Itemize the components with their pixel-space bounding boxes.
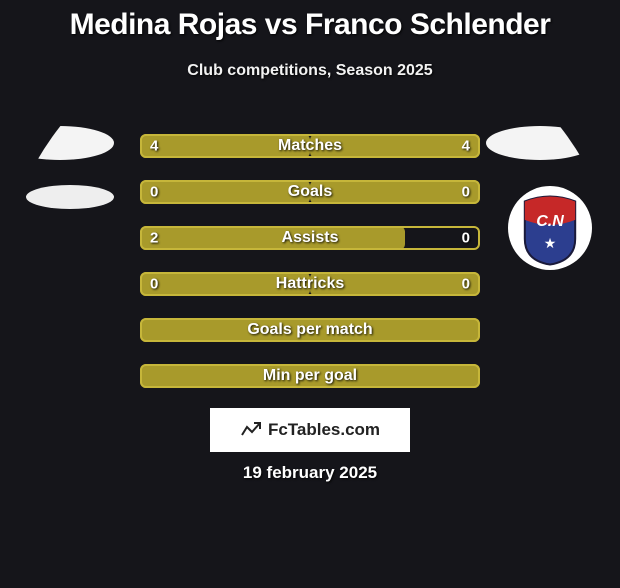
bar-label: Assists (282, 229, 339, 247)
bar-row: Assists 2 0 (140, 226, 480, 250)
bar-label: Matches (278, 137, 342, 155)
bar-label: Goals (288, 183, 332, 201)
bar-row: Goals per match (140, 318, 480, 342)
bar-value-right: 4 (462, 138, 470, 155)
bar-fill-left (140, 180, 310, 204)
bar-label: Min per goal (263, 367, 357, 385)
comparison-bars: Matches44Goals00Assists20Hattricks00Goal… (140, 134, 480, 410)
bar-value-left: 2 (150, 230, 158, 247)
bar-value-left: 0 (150, 276, 158, 293)
bar-value-right: 0 (462, 230, 470, 247)
bar-fill-left (140, 226, 405, 250)
comparison-date: 19 february 2025 (243, 463, 377, 483)
bar-row: Min per goal (140, 364, 480, 388)
svg-text:C.N: C.N (536, 213, 564, 230)
bar-row: Hattricks 0 0 (140, 272, 480, 296)
bar-label: Goals per match (247, 321, 372, 339)
bar-row: Goals 0 0 (140, 180, 480, 204)
bar-value-left: 0 (150, 184, 158, 201)
brand-icon (240, 421, 262, 439)
brand-pill: FcTables.com (210, 408, 410, 452)
svg-text:★: ★ (544, 235, 557, 251)
bar-value-left: 4 (150, 138, 158, 155)
bar-row: Matches 4 4 (140, 134, 480, 158)
bar-value-right: 0 (462, 184, 470, 201)
bar-value-right: 0 (462, 276, 470, 293)
bar-label: Hattricks (276, 275, 344, 293)
bar-fill-right (310, 180, 480, 204)
brand-text: FcTables.com (268, 420, 380, 440)
